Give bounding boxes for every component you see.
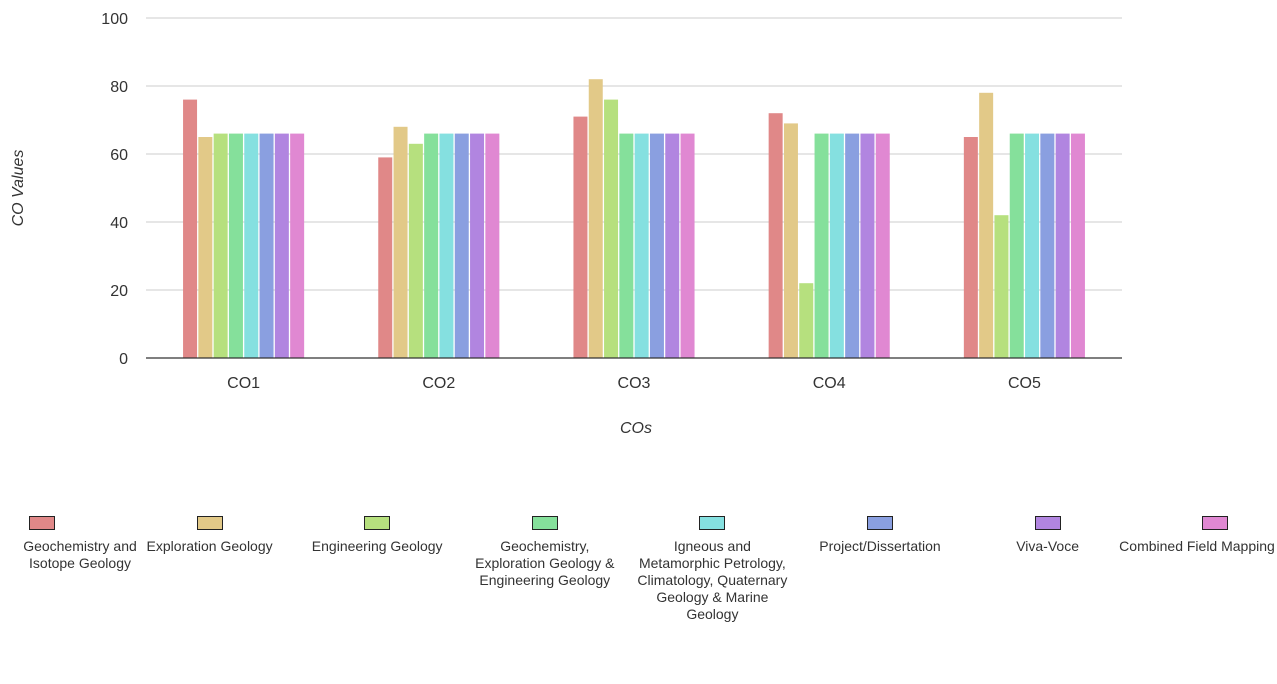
bar bbox=[768, 113, 783, 358]
bar bbox=[393, 126, 408, 358]
bar bbox=[860, 133, 875, 358]
y-tick-label: 20 bbox=[110, 283, 128, 300]
x-tick-label: CO1 bbox=[227, 375, 260, 392]
bar bbox=[454, 133, 469, 358]
bar bbox=[799, 283, 814, 358]
bar bbox=[244, 133, 259, 358]
bar bbox=[485, 133, 500, 358]
bar bbox=[290, 133, 305, 358]
x-tick-labels: CO1 CO2 CO3 CO4 CO5 bbox=[227, 375, 1041, 392]
bar bbox=[213, 133, 228, 358]
bar bbox=[228, 133, 243, 358]
bar bbox=[1040, 133, 1055, 358]
bar bbox=[649, 133, 664, 358]
bar bbox=[963, 137, 978, 358]
x-tick-label: CO4 bbox=[813, 375, 846, 392]
y-tick-label: 80 bbox=[110, 79, 128, 96]
bar bbox=[1070, 133, 1085, 358]
bar bbox=[994, 215, 1009, 358]
bar bbox=[439, 133, 454, 358]
bar bbox=[814, 133, 829, 358]
bar bbox=[573, 116, 588, 358]
y-axis-title: CO Values bbox=[10, 150, 27, 227]
x-axis-title: COs bbox=[620, 420, 652, 437]
bar bbox=[1009, 133, 1024, 358]
bar bbox=[875, 133, 890, 358]
y-tick-labels: 0 20 40 60 80 100 bbox=[101, 11, 128, 368]
bar bbox=[619, 133, 634, 358]
x-tick-label: CO5 bbox=[1008, 375, 1041, 392]
bar bbox=[845, 133, 860, 358]
bar bbox=[1025, 133, 1040, 358]
bars bbox=[183, 79, 1085, 359]
bar bbox=[470, 133, 485, 358]
bar bbox=[829, 133, 844, 358]
bar bbox=[634, 133, 649, 358]
x-tick-label: CO2 bbox=[422, 375, 455, 392]
bar bbox=[274, 133, 289, 358]
y-tick-label: 0 bbox=[119, 351, 128, 368]
bar bbox=[424, 133, 439, 358]
bar bbox=[680, 133, 695, 358]
grid-lines bbox=[146, 17, 1122, 291]
bar bbox=[183, 99, 198, 358]
bar bbox=[588, 79, 603, 358]
x-tick-label: CO3 bbox=[618, 375, 651, 392]
y-tick-label: 40 bbox=[110, 215, 128, 232]
bar bbox=[783, 123, 798, 359]
bar bbox=[259, 133, 274, 358]
bar bbox=[665, 133, 680, 358]
bar bbox=[979, 92, 994, 359]
bar bbox=[408, 143, 423, 358]
bar bbox=[198, 137, 213, 358]
y-tick-label: 60 bbox=[110, 147, 128, 164]
bar bbox=[1055, 133, 1070, 358]
bar bbox=[378, 157, 393, 358]
bar bbox=[604, 99, 619, 358]
y-tick-label: 100 bbox=[101, 11, 128, 28]
